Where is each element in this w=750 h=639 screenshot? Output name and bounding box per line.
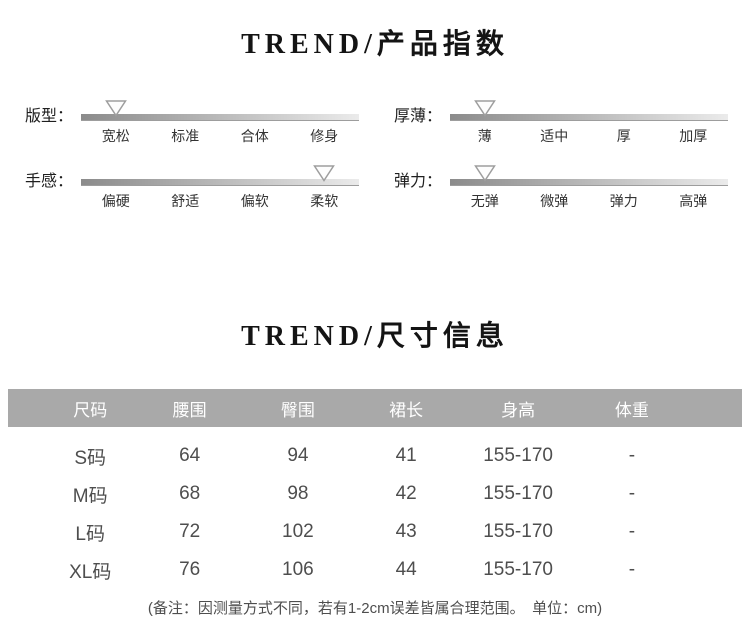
cell-skirt-length: 42 xyxy=(395,483,417,504)
slider-feel: 手感： 偏硬 舒适 偏软 柔软 xyxy=(25,165,359,213)
cell-height: 155-170 xyxy=(483,445,553,466)
cell-hip: 102 xyxy=(282,521,314,542)
slider-marker-triangle-icon xyxy=(473,165,496,182)
cell-skirt-length: 41 xyxy=(395,445,417,466)
cell-skirt-length: 43 xyxy=(395,521,417,542)
cell-waist: 68 xyxy=(179,483,201,504)
slider-fit-bar xyxy=(81,114,359,121)
header-skirt-length: 裙长 xyxy=(389,400,424,420)
cell-skirt-length: 44 xyxy=(395,559,417,580)
table-row-xl: XL码 76 106 44 155-170 - xyxy=(8,551,742,589)
product-index-sliders: 版型： 宽松 标准 合体 修身 厚薄： 薄 适中 厚 xyxy=(25,100,728,213)
slider-fit-option: 修身 xyxy=(310,128,339,144)
header-size: 尺码 xyxy=(73,400,108,420)
cell-weight: - xyxy=(628,445,636,466)
cell-waist: 76 xyxy=(179,559,201,580)
table-row-m: M码 68 98 42 155-170 - xyxy=(8,475,742,513)
slider-marker-triangle-icon xyxy=(313,165,336,182)
slider-fit-option: 宽松 xyxy=(101,128,130,144)
slider-thickness-option: 适中 xyxy=(540,128,569,144)
header-weight: 体重 xyxy=(614,400,649,420)
slider-thickness-option: 薄 xyxy=(477,128,492,144)
slider-thickness-track: 薄 适中 厚 加厚 xyxy=(450,100,728,146)
measurement-note: (备注：因测量方式不同，若有1-2cm误差皆属合理范围。 单位：cm) xyxy=(147,600,603,617)
cell-waist: 72 xyxy=(179,521,201,542)
slider-feel-option: 偏软 xyxy=(240,193,269,209)
cell-height: 155-170 xyxy=(483,521,553,542)
slider-feel-option: 柔软 xyxy=(310,193,339,209)
cell-height: 155-170 xyxy=(483,559,553,580)
cell-weight: - xyxy=(628,559,636,580)
slider-elasticity-option: 无弹 xyxy=(470,193,499,209)
cell-size: S码 xyxy=(74,447,107,469)
table-row-s: S码 64 94 41 155-170 - xyxy=(8,437,742,475)
cell-size: XL码 xyxy=(69,561,112,583)
slider-elasticity: 弹力： 无弹 微弹 弹力 高弹 xyxy=(394,165,728,213)
slider-marker-triangle-icon xyxy=(104,100,127,117)
header-height: 身高 xyxy=(501,400,536,420)
cell-waist: 64 xyxy=(179,445,201,466)
cell-hip: 106 xyxy=(282,559,314,580)
slider-feel-option: 舒适 xyxy=(171,193,200,209)
header-hip: 臀围 xyxy=(280,400,315,420)
cell-size: M码 xyxy=(72,485,108,507)
size-info-title: TREND/尺寸信息 xyxy=(241,321,509,352)
slider-elasticity-bar xyxy=(450,179,728,186)
cell-weight: - xyxy=(628,521,636,542)
slider-feel-option: 偏硬 xyxy=(101,193,130,209)
slider-fit-track: 宽松 标准 合体 修身 xyxy=(81,100,359,146)
slider-feel-bar xyxy=(81,179,359,186)
slider-feel-label: 手感： xyxy=(25,173,74,190)
slider-feel-track: 偏硬 舒适 偏软 柔软 xyxy=(81,165,359,211)
cell-weight: - xyxy=(628,483,636,504)
slider-elasticity-label: 弹力： xyxy=(394,173,443,190)
product-index-title: TREND/产品指数 xyxy=(241,29,509,60)
slider-marker-triangle-icon xyxy=(473,100,496,117)
slider-thickness-option: 厚 xyxy=(616,128,631,144)
cell-size: L码 xyxy=(75,523,105,545)
slider-thickness-option: 加厚 xyxy=(679,128,708,144)
slider-thickness: 厚薄： 薄 适中 厚 加厚 xyxy=(394,100,728,148)
slider-elasticity-option: 高弹 xyxy=(679,193,708,209)
slider-fit-option: 标准 xyxy=(171,128,200,144)
slider-elasticity-option: 弹力 xyxy=(609,193,638,209)
header-waist: 腰围 xyxy=(172,400,207,420)
slider-thickness-bar xyxy=(450,114,728,121)
table-row-l: L码 72 102 43 155-170 - xyxy=(8,513,742,551)
slider-fit-option: 合体 xyxy=(240,128,269,144)
cell-hip: 94 xyxy=(287,445,309,466)
slider-fit: 版型： 宽松 标准 合体 修身 xyxy=(25,100,359,148)
cell-height: 155-170 xyxy=(483,483,553,504)
slider-thickness-label: 厚薄： xyxy=(394,108,443,125)
size-table-header: 尺码 腰围 臀围 裙长 身高 体重 xyxy=(8,389,742,427)
slider-elasticity-option: 微弹 xyxy=(540,193,569,209)
slider-fit-label: 版型： xyxy=(25,108,74,125)
cell-hip: 98 xyxy=(287,483,309,504)
slider-elasticity-track: 无弹 微弹 弹力 高弹 xyxy=(450,165,728,211)
size-table: 尺码 腰围 臀围 裙长 身高 体重 S码 64 94 41 155-170 - … xyxy=(8,389,742,589)
